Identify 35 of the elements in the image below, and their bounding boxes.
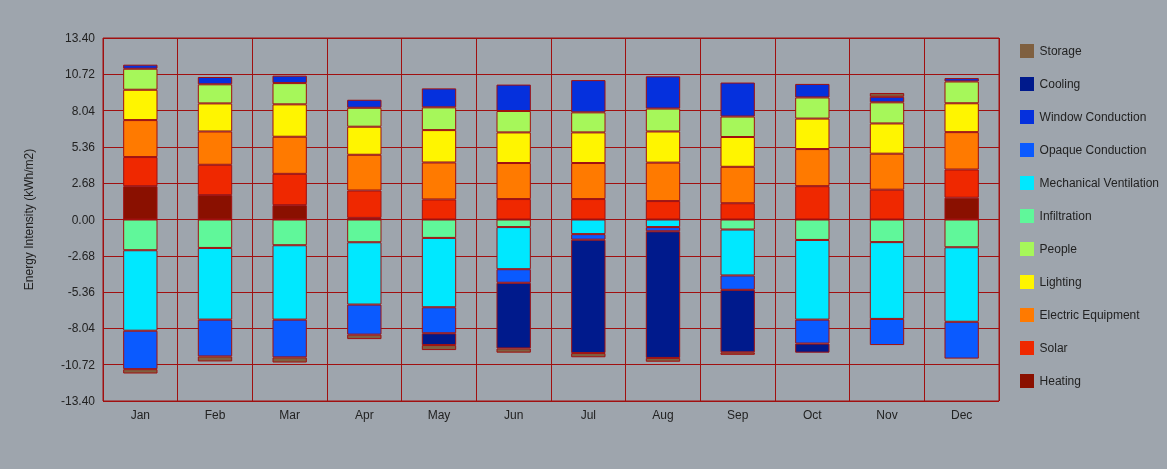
legend-label: Opaque Conduction bbox=[1039, 142, 1147, 157]
legend-label: Window Conduction bbox=[1039, 109, 1147, 124]
x-tick-label: Mar bbox=[279, 408, 300, 422]
legend-label: Solar bbox=[1039, 340, 1068, 355]
y-tick-label: 8.04 bbox=[71, 103, 96, 118]
legend-label: People bbox=[1039, 241, 1077, 256]
y-tick-label: 2.68 bbox=[71, 176, 96, 191]
x-tick-label: Jan bbox=[130, 408, 151, 422]
y-tick-label: -2.68 bbox=[67, 248, 96, 263]
x-tick-label: Nov bbox=[876, 408, 898, 422]
y-tick-label: -13.40 bbox=[60, 394, 96, 408]
legend-label: Electric Equipment bbox=[1039, 307, 1140, 322]
y-tick-label: 10.72 bbox=[64, 67, 96, 82]
y-tick-label: -5.36 bbox=[67, 285, 96, 300]
y-tick-label: 0.00 bbox=[71, 212, 96, 227]
y-tick-label: -10.72 bbox=[60, 357, 96, 372]
legend-label: Storage bbox=[1039, 43, 1082, 58]
x-tick-label: Jun bbox=[503, 408, 524, 422]
x-tick-label: May bbox=[427, 408, 451, 422]
x-tick-label: Jul bbox=[580, 408, 597, 422]
y-axis-title: Energy Intensity (kWh/m2) bbox=[22, 148, 36, 291]
x-tick-label: Oct bbox=[803, 408, 823, 422]
legend-label: Mechanical Ventilation bbox=[1039, 175, 1159, 190]
legend-label: Cooling bbox=[1039, 76, 1081, 91]
y-tick-label: 5.36 bbox=[71, 139, 96, 154]
x-tick-label: Apr bbox=[354, 408, 374, 422]
x-tick-label: Dec bbox=[950, 408, 973, 422]
y-tick-label: 13.40 bbox=[64, 31, 96, 45]
legend-label: Heating bbox=[1039, 373, 1081, 388]
legend-label: Lighting bbox=[1039, 274, 1082, 289]
y-tick-label: -8.04 bbox=[67, 321, 96, 336]
x-tick-label: Feb bbox=[204, 408, 226, 422]
x-tick-label: Aug bbox=[652, 408, 674, 422]
x-tick-label: Sep bbox=[726, 408, 749, 422]
legend-label: Infiltration bbox=[1039, 208, 1092, 223]
